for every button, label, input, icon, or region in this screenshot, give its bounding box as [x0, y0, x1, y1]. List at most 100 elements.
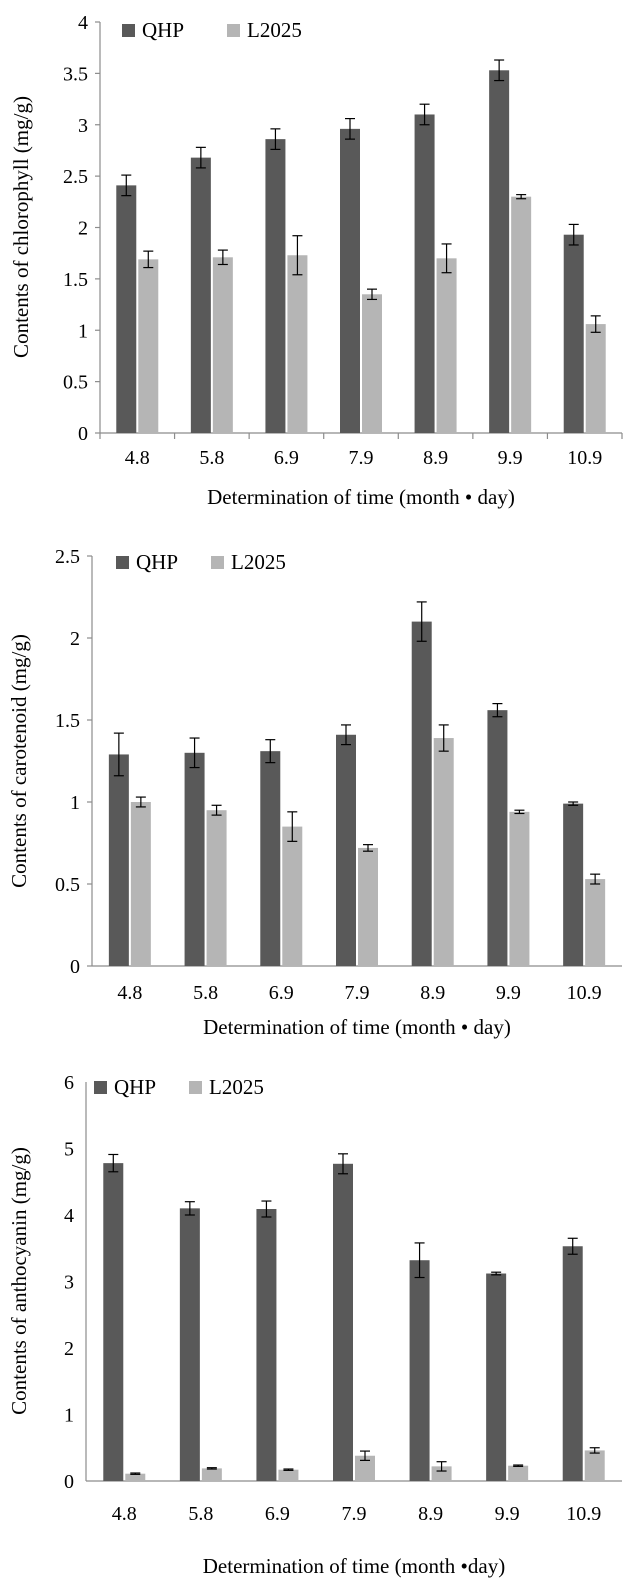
x-axis-title: Determination of time (month • day) [203, 1015, 511, 1039]
x-tick-label: 6.9 [265, 1503, 290, 1525]
error-bar-l2025-5.8 [217, 249, 228, 266]
legend-swatch-l2025 [189, 1081, 202, 1094]
error-bar-l2025-6.9 [287, 811, 298, 842]
error-bar-l2025-4.8 [143, 250, 154, 269]
bar-l2025-5.8 [201, 1468, 222, 1481]
bar-l2025-6.9 [282, 826, 303, 966]
bar-l2025-8.9 [436, 258, 457, 433]
y-tick-label: 0.5 [55, 874, 80, 896]
bar-qhp-4.8 [108, 754, 129, 966]
y-tick-label: 2 [70, 628, 80, 650]
error-bar-qhp-10.9 [567, 1237, 578, 1255]
legend-label-qhp: QHP [142, 18, 184, 42]
bar-qhp-10.9 [563, 234, 584, 433]
error-bar-qhp-6.9 [270, 128, 281, 151]
y-tick-label: 3 [64, 1272, 74, 1294]
y-tick-label: 4 [78, 12, 88, 34]
legend-swatch-qhp [116, 556, 129, 569]
x-tick-label: 8.9 [423, 447, 448, 469]
carotenoid-chart-svg: 0 0.5 1 1.5 2 2.5 4.8 5.8 6.9 7.9 8.9 9.9 10.9 Determ… [7, 546, 622, 1039]
bar-qhp-10.9 [563, 803, 584, 966]
x-tick-label: 7.9 [349, 447, 374, 469]
x-tick-label: 8.9 [420, 982, 445, 1004]
y-tick-label: 1 [64, 1405, 74, 1427]
legend-swatch-l2025 [211, 556, 224, 569]
error-bar-l2025-9.9 [513, 1464, 524, 1467]
x-axis-title: Determination of time (month • day) [207, 485, 515, 509]
error-bar-qhp-8.9 [414, 1242, 425, 1279]
bar-qhp-8.9 [411, 621, 432, 966]
legend-swatch-qhp [94, 1081, 107, 1094]
legend-swatch-qhp [122, 24, 135, 37]
bar-l2025-7.9 [355, 1455, 375, 1481]
bar-l2025-8.9 [431, 1466, 452, 1481]
y-tick-label: 2.5 [63, 166, 88, 188]
x-axis-title: Determination of time (month •day) [203, 1554, 505, 1578]
y-tick-label: 6 [64, 1072, 74, 1094]
error-bar-qhp-8.9 [419, 103, 430, 126]
x-tick-label: 4.8 [125, 447, 150, 469]
error-bar-l2025-9.9 [514, 809, 525, 815]
error-bar-qhp-4.8 [108, 1153, 119, 1173]
error-bar-l2025-10.9 [589, 1447, 600, 1454]
x-tick-label: 8.9 [418, 1503, 443, 1525]
x-tick-label: 4.8 [112, 1503, 137, 1525]
error-bar-qhp-10.9 [568, 223, 579, 246]
bar-qhp-9.9 [487, 710, 508, 966]
bar-qhp-6.9 [265, 139, 286, 433]
y-axis-title: Contents of carotenoid (mg/g) [7, 634, 31, 888]
error-bar-l2025-7.9 [363, 844, 373, 852]
y-tick-label: 3 [78, 115, 88, 137]
x-tick-label: 10.9 [567, 982, 602, 1004]
error-bar-l2025-5.8 [206, 1467, 217, 1470]
bar-l2025-6.9 [287, 255, 308, 433]
error-bar-qhp-7.9 [341, 724, 351, 746]
x-tick-label: 6.9 [274, 447, 299, 469]
y-tick-label: 0 [70, 956, 80, 978]
legend-label-l2025: L2025 [247, 18, 302, 42]
bar-l2025-6.9 [278, 1469, 299, 1481]
bar-l2025-10.9 [584, 1450, 605, 1481]
bar-qhp-9.9 [486, 1273, 507, 1481]
bar-qhp-5.8 [190, 157, 211, 433]
x-tick-label: 7.9 [345, 982, 370, 1004]
x-tick-label: 4.8 [117, 982, 142, 1004]
bar-l2025-5.8 [212, 257, 233, 433]
error-bar-l2025-8.9 [436, 1461, 447, 1472]
error-bar-qhp-5.8 [189, 737, 200, 769]
error-bar-l2025-6.9 [292, 235, 303, 276]
error-bar-qhp-9.9 [491, 1271, 502, 1276]
error-bar-qhp-10.9 [568, 801, 579, 806]
bar-l2025-9.9 [511, 196, 532, 433]
error-bar-l2025-6.9 [283, 1468, 294, 1471]
y-tick-label: 2 [64, 1338, 74, 1360]
bar-l2025-10.9 [585, 879, 606, 966]
y-tick-label: 2 [78, 218, 88, 240]
error-bar-l2025-7.9 [367, 288, 377, 301]
error-bar-qhp-9.9 [494, 59, 505, 82]
bar-l2025-9.9 [508, 1465, 529, 1481]
error-bar-qhp-4.8 [113, 732, 124, 777]
bar-qhp-4.8 [103, 1163, 124, 1481]
error-bar-l2025-8.9 [441, 243, 452, 274]
error-bar-qhp-4.8 [121, 174, 132, 197]
y-tick-label: 5 [64, 1139, 74, 1161]
bar-qhp-5.8 [184, 752, 205, 966]
bar-l2025-4.8 [138, 259, 159, 433]
error-bar-qhp-9.9 [492, 703, 503, 718]
bar-l2025-7.9 [362, 294, 382, 433]
x-tick-label: 9.9 [495, 1503, 520, 1525]
chlorophyll-chart: 0 0.5 1 1.5 2 2.5 3 3.5 4 4.8 5.8 6.9 7.9 8.9 9.9 10.9 D… [0, 0, 632, 520]
bar-l2025-8.9 [433, 738, 454, 966]
bar-qhp-10.9 [562, 1246, 583, 1481]
y-tick-label: 1.5 [55, 710, 80, 732]
bar-qhp-4.8 [116, 185, 137, 433]
bar-l2025-7.9 [358, 847, 378, 966]
bar-l2025-10.9 [585, 324, 606, 433]
bar-qhp-8.9 [414, 114, 435, 433]
bar-l2025-5.8 [206, 810, 227, 966]
x-tick-label: 10.9 [566, 1503, 601, 1525]
y-tick-label: 1 [78, 320, 88, 342]
error-bar-qhp-5.8 [195, 146, 206, 169]
x-tick-label: 9.9 [498, 447, 523, 469]
